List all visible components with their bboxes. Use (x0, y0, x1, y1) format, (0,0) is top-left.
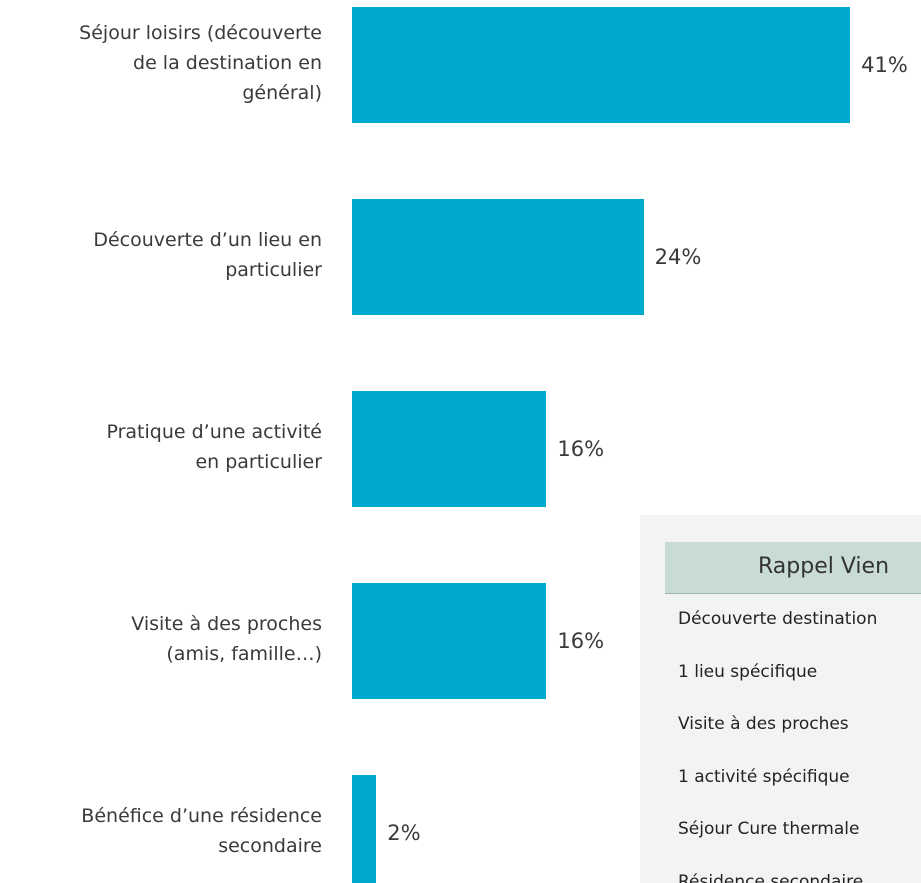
inset-header: Rappel Vien (665, 542, 921, 594)
inset-row: Séjour Cure thermale (678, 819, 860, 839)
inset-row: Visite à des proches (678, 714, 849, 734)
bar (352, 7, 851, 123)
inset-row: Découverte destination (678, 609, 878, 629)
value-label: 41% (861, 53, 908, 77)
category-label: Séjour loisirs (découverte de la destina… (79, 22, 322, 104)
inset-row: Résidence secondaire (678, 871, 864, 883)
inset-panel: Rappel Vien Découverte destination 1 lieu… (640, 515, 921, 883)
bar (352, 775, 377, 883)
category-label: Découverte d’un lieu en particulier (93, 229, 322, 281)
category-label: Pratique d’une activité en particulier (106, 421, 322, 473)
bar (352, 199, 644, 315)
value-label: 2% (387, 821, 421, 845)
value-label: 16% (557, 629, 605, 653)
value-label: 24% (654, 245, 702, 269)
inset-row: 1 activité spécifique (678, 766, 850, 787)
inset-title: Rappel Vien (758, 554, 890, 579)
bar (352, 583, 547, 699)
inset-row: 1 lieu spécifique (678, 661, 818, 682)
category-label: Visite à des proches (amis, famille…) (131, 613, 322, 665)
bar (352, 391, 547, 507)
value-label: 16% (557, 437, 605, 461)
category-label: Bénéfice d’une résidence secondaire (81, 805, 322, 857)
